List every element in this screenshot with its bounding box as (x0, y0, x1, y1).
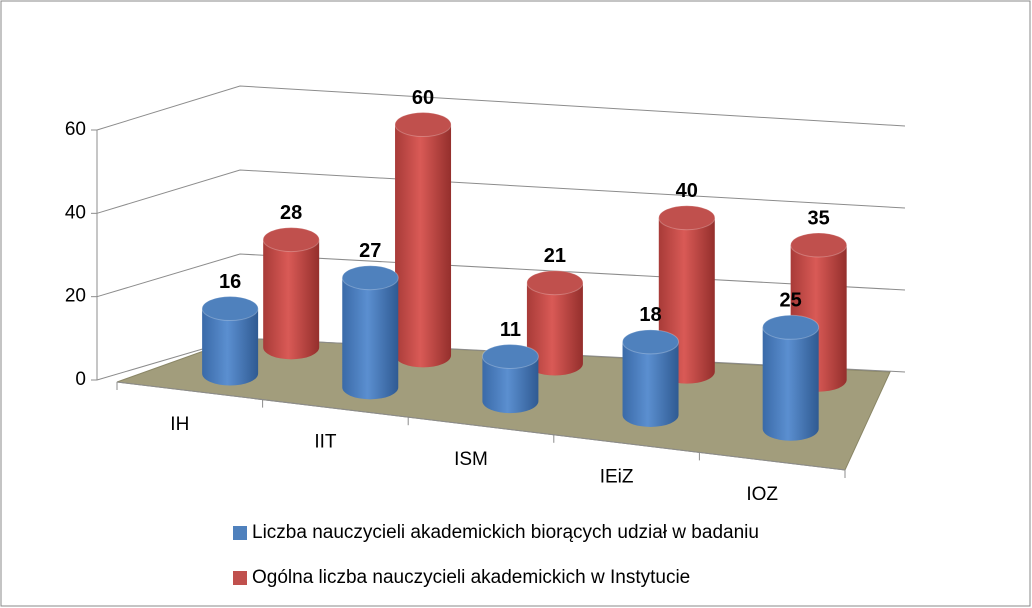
bar-top (526, 270, 584, 296)
value-label: 40 (676, 180, 698, 202)
value-label: 60 (412, 87, 434, 109)
x-tick-label: IH (170, 414, 189, 435)
bar-top (341, 265, 399, 291)
bar-body (342, 277, 399, 400)
bar-top (201, 296, 259, 322)
bar-top (394, 112, 452, 138)
x-axis (116, 381, 846, 471)
y-tick-label: 20 (65, 286, 86, 307)
x-tick-label: IOZ (746, 484, 778, 505)
bar (262, 227, 320, 360)
bar-body (762, 327, 819, 441)
value-label: 25 (780, 290, 802, 312)
bar-body (622, 341, 679, 427)
bar-top (622, 329, 680, 355)
legend-swatch (233, 526, 247, 540)
value-label: 11 (500, 319, 521, 341)
value-label: 18 (639, 304, 661, 326)
bar-body (202, 308, 259, 386)
legend-swatch (233, 571, 247, 585)
bar (394, 112, 452, 368)
bar (762, 314, 820, 441)
bar-top (762, 314, 820, 340)
bar-body (526, 282, 583, 376)
value-label: 27 (359, 240, 381, 262)
y-tick-label: 60 (65, 119, 86, 140)
bar-top (790, 232, 848, 258)
bar-body (395, 124, 452, 368)
grid-line (96, 169, 906, 214)
grid-line (96, 85, 906, 131)
value-label: 35 (808, 207, 830, 229)
bar (341, 265, 399, 400)
bar (526, 270, 584, 376)
bar-top (481, 343, 539, 369)
value-label: 28 (280, 202, 302, 224)
x-tick-label: IIT (314, 431, 337, 452)
legend-label: Liczba nauczycieli akademickich biorącyc… (252, 522, 759, 543)
y-tick-label: 0 (75, 369, 86, 390)
bar-top (658, 205, 716, 231)
x-tick-label: ISM (454, 449, 488, 470)
bar (201, 296, 259, 386)
bar (622, 329, 680, 427)
value-label: 21 (544, 245, 566, 267)
legend-label: Ogólna liczba nauczycieli akademickich w… (252, 567, 690, 588)
bar-body (263, 239, 320, 360)
x-tick-label: IEiZ (600, 467, 634, 488)
bar-top (262, 227, 320, 253)
bar (481, 343, 539, 414)
bar-body (482, 356, 539, 414)
y-tick-label: 40 (65, 202, 86, 223)
value-label: 16 (219, 271, 241, 293)
